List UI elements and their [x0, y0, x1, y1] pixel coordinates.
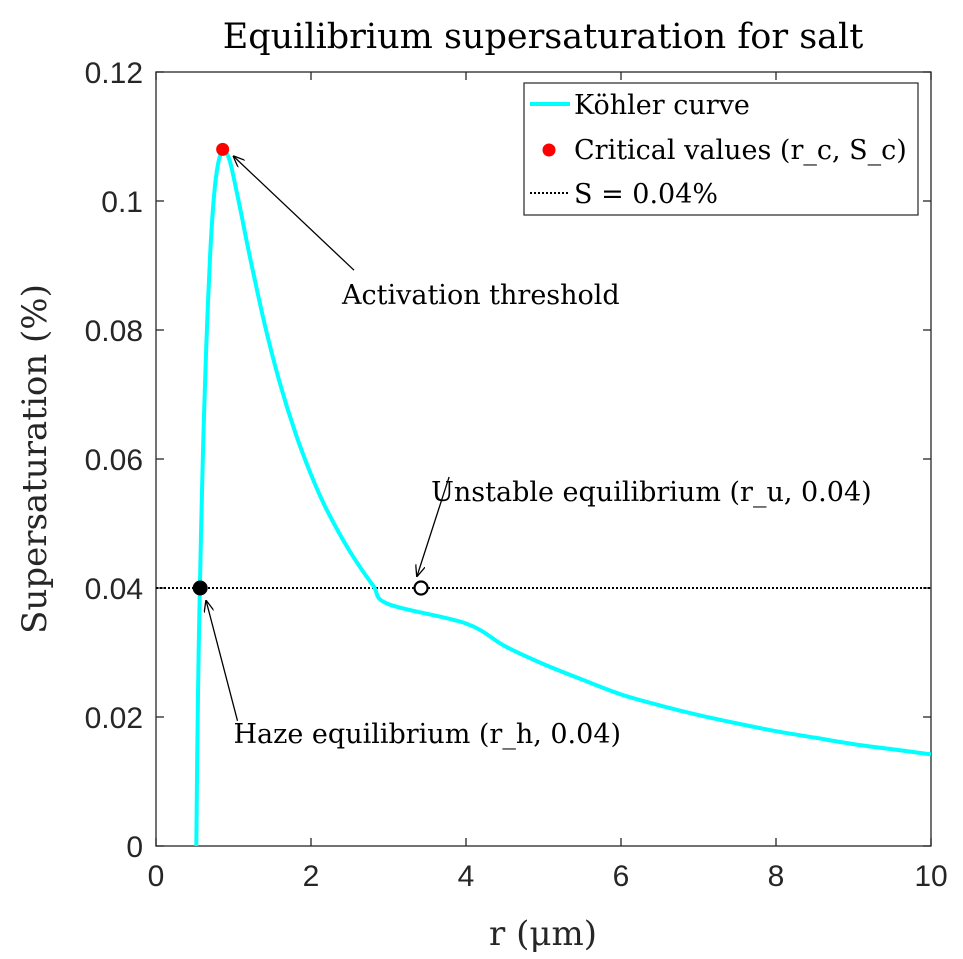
haze-equilibrium-point [192, 580, 208, 596]
unstable-equilibrium-point [413, 580, 429, 596]
legend-swatch-critical [542, 143, 556, 157]
y-tick-label: 0.02 [85, 702, 143, 735]
annotation-arrow [417, 476, 450, 576]
axis-ticks: 0 2 4 6 8 10 0 0.02 0.04 0.06 0.08 0.1 0.12 [85, 57, 948, 893]
series-layer [156, 146, 931, 846]
critical-point [216, 142, 230, 156]
annotation-unstable-equilibrium: Unstable equilibrium (r_u, 0.04) [431, 477, 872, 508]
annotation-haze-equilibrium: Haze equilibrium (r_h, 0.04) [234, 719, 622, 750]
x-tick-label: 0 [148, 860, 165, 893]
kohler-curve-line [194, 146, 931, 846]
legend-label-critical: Critical values (r_c, S_c) [574, 135, 907, 166]
annotation-arrow [206, 601, 239, 721]
x-tick-label: 8 [768, 860, 785, 893]
y-tick-label: 0.04 [85, 573, 143, 606]
y-tick-label: 0.12 [85, 57, 143, 90]
legend-box [523, 82, 919, 216]
legend-label-curve: Köhler curve [574, 90, 750, 121]
x-axis-label: r (μm) [489, 914, 597, 954]
y-tick-label: 0.1 [101, 186, 143, 219]
point-layer [192, 142, 429, 596]
annotation-arrow [234, 156, 355, 271]
y-tick-label: 0.06 [85, 444, 143, 477]
x-tick-label: 2 [303, 860, 320, 893]
x-tick-label: 10 [914, 860, 947, 893]
legend: Köhler curve Critical values (r_c, S_c) … [523, 82, 919, 216]
legend-label-threshold: S = 0.04% [574, 179, 718, 210]
chart-title: Equilibrium supersaturation for salt [223, 17, 864, 57]
annotation-arrows [206, 156, 450, 721]
annotation-activation-threshold: Activation threshold [341, 280, 620, 311]
annotation-texts: Activation threshold Unstable equilibriu… [234, 280, 872, 750]
y-tick-label: 0 [126, 831, 143, 864]
y-tick-label: 0.08 [85, 315, 143, 348]
x-tick-label: 4 [458, 860, 475, 893]
x-tick-label: 6 [613, 860, 630, 893]
y-axis-label: Supersaturation (%) [15, 284, 55, 634]
